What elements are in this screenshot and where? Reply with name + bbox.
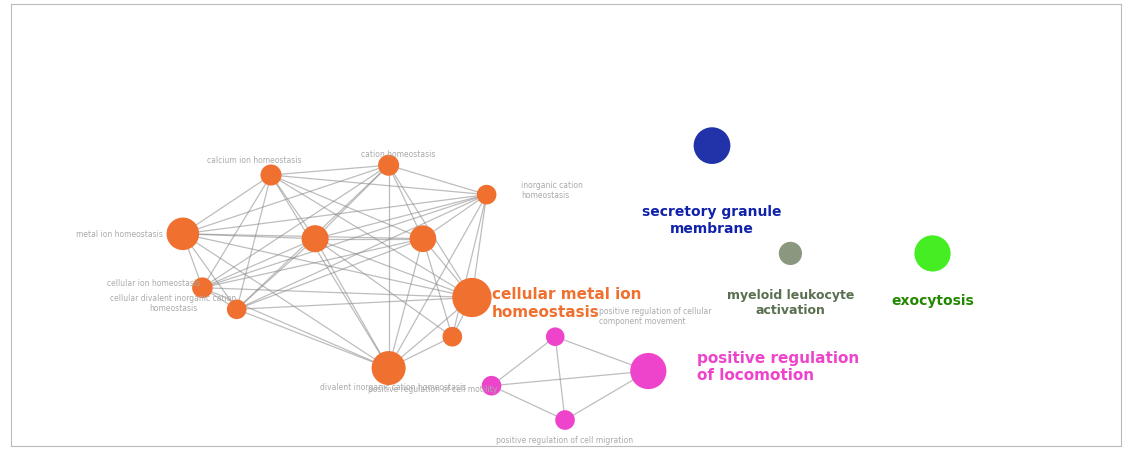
Text: cellular divalent inorganic cation
homeostasis: cellular divalent inorganic cation homeo…	[110, 293, 237, 313]
Point	[261, 172, 280, 179]
Point	[379, 365, 397, 372]
Text: cellular metal ion
homeostasis: cellular metal ion homeostasis	[491, 286, 641, 319]
Text: cation homeostasis: cation homeostasis	[361, 149, 436, 158]
Point	[194, 285, 212, 292]
Point	[556, 416, 574, 423]
Point	[306, 235, 324, 243]
Text: positive regulation of cell migration: positive regulation of cell migration	[497, 435, 634, 444]
Text: cellular ion homeostasis: cellular ion homeostasis	[106, 279, 200, 288]
Point	[482, 382, 500, 390]
Text: positive regulation of cellular
component movement: positive regulation of cellular componen…	[599, 306, 712, 325]
Point	[228, 306, 246, 313]
Text: myeloid leukocyte
activation: myeloid leukocyte activation	[727, 288, 855, 316]
Text: exocytosis: exocytosis	[891, 293, 974, 307]
Point	[414, 235, 432, 243]
Point	[781, 250, 799, 258]
Point	[924, 250, 942, 258]
Point	[703, 143, 721, 150]
Point	[478, 192, 496, 199]
Point	[379, 162, 397, 170]
Text: divalent inorganic cation homeostasis: divalent inorganic cation homeostasis	[320, 382, 466, 391]
Text: calcium ion homeostasis: calcium ion homeostasis	[207, 156, 301, 165]
Text: inorganic cation
homeostasis: inorganic cation homeostasis	[521, 180, 583, 200]
Text: positive regulation
of locomotion: positive regulation of locomotion	[697, 350, 859, 382]
Point	[546, 333, 564, 341]
Point	[444, 333, 462, 341]
Point	[640, 368, 658, 375]
Text: secretory granule
membrane: secretory granule membrane	[642, 205, 782, 235]
Point	[174, 231, 192, 238]
Point	[463, 294, 481, 301]
Text: positive regulation of cell motility: positive regulation of cell motility	[368, 384, 497, 393]
Text: metal ion homeostasis: metal ion homeostasis	[76, 230, 163, 239]
